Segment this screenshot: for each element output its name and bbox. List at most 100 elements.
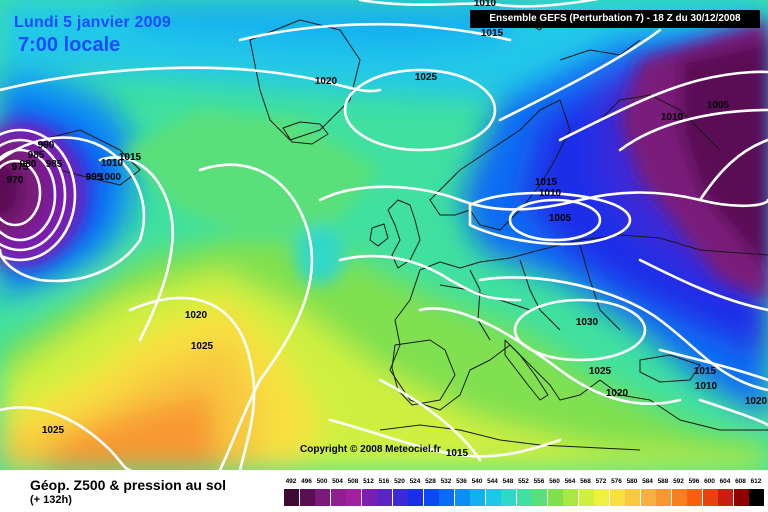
scale-tick-label: 548 (502, 478, 514, 485)
isobar-label: 1015 (694, 366, 717, 377)
model-run-label: Ensemble GEFS (Perturbation 7) - 18 Z du… (470, 10, 760, 28)
scale-swatch (547, 489, 563, 506)
color-scale: 492 496 500 504 508 512 516 520 524 528 532 536 540 5… (283, 478, 764, 508)
isobar-label: 1025 (191, 341, 214, 352)
scale-tick-label: 576 (611, 478, 622, 485)
isobar-label: 975 (12, 162, 29, 173)
isobar-label: 1020 (185, 310, 208, 321)
scale-swatch (330, 489, 346, 506)
isobar-label: 1010 (101, 158, 124, 169)
isobar-label: 1030 (576, 317, 599, 328)
isobar-value: 990 (38, 140, 55, 151)
scale-swatch (392, 489, 408, 506)
scale-swatch (532, 489, 547, 506)
scale-tick-label: 496 (301, 478, 312, 485)
isobar-label: 1005 (549, 213, 572, 224)
scale-swatch (687, 489, 702, 506)
isobar-value: 1020 (185, 310, 208, 321)
scale-tick-label: 508 (347, 478, 359, 485)
isobar-value: 1015 (446, 448, 469, 459)
scale-swatch (485, 489, 501, 506)
isobar-value: 1005 (549, 213, 572, 224)
scale-swatch (439, 489, 454, 506)
scale-tick-label: 588 (657, 478, 669, 485)
isobar-value: 1010 (101, 158, 124, 169)
scale-tick-label: 528 (425, 478, 436, 485)
isobar-label: 1015 (446, 448, 469, 459)
scale-swatch (377, 489, 392, 506)
isobar-label: 1010 (695, 381, 718, 392)
scale-swatch (315, 489, 330, 506)
isobar-value: 985 (46, 159, 63, 170)
scale-swatch (470, 489, 485, 506)
scale-tick-label: 540 (471, 478, 483, 485)
scale-swatch (361, 489, 377, 506)
isobar-label: 970 (7, 175, 24, 186)
scale-swatch (640, 489, 656, 506)
scale-tick-label: 572 (595, 478, 607, 485)
isobar-value: 970 (7, 175, 24, 186)
weather-map: 1010 1015 1020 1025 1005 1010 990 985 980 975 985 9… (0, 0, 768, 470)
scale-tick-label: 504 (332, 478, 343, 485)
scale-tick-label: 600 (704, 478, 715, 485)
isobar-label: 985 (28, 150, 45, 161)
isobar-value: 1025 (191, 341, 214, 352)
isobar-value: 1000 (99, 172, 122, 183)
scale-tick-label: 604 (719, 478, 731, 485)
scale-tick-label: 608 (735, 478, 746, 485)
isobar-label: 1010 (474, 0, 497, 9)
isobar-value: 1010 (661, 112, 684, 123)
isobar-label: 995 (86, 172, 103, 183)
scale-swatch (454, 489, 470, 506)
chart-title: Géop. Z500 & pression au sol (30, 477, 227, 493)
isobar-value: 985 (28, 150, 45, 161)
z500-field (0, 0, 768, 470)
scale-tick-label: 564 (564, 478, 576, 485)
isobar-value: 1025 (589, 366, 612, 377)
isobar-label: 1025 (589, 366, 612, 377)
scale-tick-label: 556 (533, 478, 545, 485)
isobar-value: 1010 (474, 0, 497, 9)
isobar-value: 1010 (695, 381, 718, 392)
scale-tick-label: 524 (409, 478, 421, 485)
isobar-label: 990 (38, 140, 55, 151)
scale-swatch (702, 489, 718, 506)
isobar-value: 1025 (42, 425, 65, 436)
scale-swatch (423, 489, 439, 506)
scale-swatch (656, 489, 671, 506)
scale-tick-label: 532 (440, 478, 452, 485)
isobar-label: 1020 (315, 76, 338, 87)
isobar-label: 1015 (535, 177, 558, 188)
scale-swatch (563, 489, 578, 506)
isobar-value: 1030 (576, 317, 599, 328)
scale-swatch (733, 489, 749, 506)
scale-swatch (284, 489, 299, 506)
forecast-time: 7:00 locale (18, 34, 121, 56)
isobar-label: 1000 (99, 172, 122, 183)
scale-swatch (671, 489, 687, 506)
scale-tick-label: 552 (518, 478, 529, 485)
isobar-label: 1025 (415, 72, 438, 83)
lead-time: (+ 132h) (30, 494, 72, 506)
isobar-label: 1015 (481, 28, 504, 39)
isobar-label: 1025 (42, 425, 65, 436)
isobar-value: 995 (86, 172, 103, 183)
scale-tick-label: 560 (549, 478, 560, 485)
isobar-value: 1015 (119, 152, 142, 163)
isobar-value: 1015 (694, 366, 717, 377)
isobars (0, 0, 768, 470)
scale-swatch (609, 489, 625, 506)
scale-tick-label: 596 (688, 478, 700, 485)
scale-tick-label: 536 (456, 478, 467, 485)
scale-tick-label: 500 (316, 478, 328, 485)
scale-tick-label: 544 (487, 478, 498, 485)
isobar-value: 980 (20, 159, 37, 170)
scale-swatch (594, 489, 609, 506)
isobar-label: 1020 (606, 388, 629, 399)
scale-swatch (625, 489, 640, 506)
scale-swatch (749, 489, 764, 506)
isobar-value: 975 (12, 162, 29, 173)
isobar-label: 1005 (707, 100, 730, 111)
